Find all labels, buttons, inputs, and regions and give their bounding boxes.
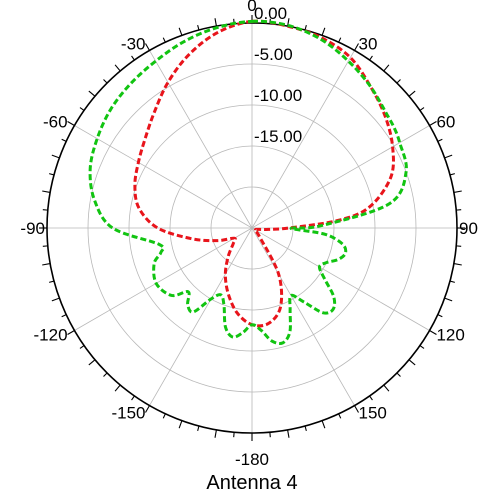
tick-mark (162, 37, 166, 43)
tick-mark (419, 107, 425, 111)
grid-spoke (74, 227, 253, 331)
tick-mark (383, 64, 390, 72)
angle-label: -90 (20, 219, 45, 238)
tick-mark (354, 405, 359, 413)
tick-mark (369, 395, 373, 401)
tick-mark (321, 27, 326, 36)
tick-mark (287, 429, 290, 438)
tick-mark (42, 263, 51, 266)
tick-mark (67, 330, 75, 335)
tick-mark (49, 173, 55, 176)
tick-mark (51, 154, 60, 159)
radial-label: -5.00 (254, 45, 293, 64)
tick-mark (304, 425, 307, 431)
tick-mark (396, 79, 401, 84)
tick-mark (321, 420, 326, 429)
angle-label: -60 (43, 113, 68, 132)
tick-mark (304, 25, 307, 31)
radial-labels: 0.00 -5.00 -10.00 -15.00 (254, 4, 302, 146)
tick-mark (178, 420, 183, 429)
tick-mark (214, 429, 217, 438)
tick-mark (178, 27, 183, 36)
tick-mark (383, 384, 390, 392)
tick-mark (197, 425, 200, 431)
angle-label: 90 (459, 219, 478, 238)
series-line-2 (88, 19, 408, 346)
angle-label: 120 (436, 326, 464, 345)
tick-mark (114, 64, 121, 72)
radial-label: 0.00 (254, 4, 287, 23)
tick-mark (444, 297, 453, 302)
grid-spoke (251, 227, 430, 331)
tick-mark (145, 405, 150, 413)
tick-mark (79, 345, 85, 349)
tick-mark (145, 43, 150, 51)
series-group (88, 19, 408, 346)
angle-label: -120 (34, 326, 68, 345)
tick-mark (354, 43, 359, 51)
outer-tick-marks (39, 15, 465, 441)
polar-grid (46, 22, 458, 434)
tick-mark (88, 90, 96, 97)
chart-caption: Antenna 4 (206, 472, 297, 494)
angle-label: 150 (359, 403, 387, 422)
tick-mark (453, 190, 462, 193)
tick-mark (449, 173, 455, 176)
angle-label: -180 (235, 450, 269, 469)
tick-mark (103, 79, 108, 84)
angle-label: 30 (359, 35, 378, 54)
angle-label: -150 (111, 403, 145, 422)
tick-mark (131, 55, 135, 61)
tick-mark (103, 372, 108, 377)
tick-mark (61, 138, 67, 142)
tick-mark (449, 280, 455, 283)
tick-mark (162, 413, 166, 419)
tick-mark (437, 314, 443, 318)
tick-mark (338, 413, 342, 419)
tick-mark (49, 280, 55, 283)
angle-label: 0 (247, 0, 256, 15)
grid-spoke (149, 227, 253, 406)
tick-mark (79, 107, 85, 111)
angle-label: 60 (436, 113, 455, 132)
tick-mark (408, 359, 416, 366)
tick-mark (429, 330, 437, 335)
tick-mark (369, 55, 373, 61)
grid-spoke (251, 227, 355, 406)
tick-mark (419, 345, 425, 349)
tick-mark (214, 18, 217, 27)
grid-spoke (149, 50, 253, 229)
grid-spoke (251, 125, 430, 229)
tick-mark (444, 154, 453, 159)
tick-mark (61, 314, 67, 318)
tick-mark (114, 384, 121, 392)
tick-mark (88, 359, 96, 366)
tick-mark (338, 37, 342, 43)
tick-mark (437, 138, 443, 142)
tick-mark (408, 90, 416, 97)
grid-spoke (251, 50, 355, 229)
grid-spoke (74, 125, 253, 229)
tick-mark (42, 190, 51, 193)
angle-label: -30 (121, 35, 146, 54)
tick-mark (453, 263, 462, 266)
series-line-1 (133, 19, 395, 328)
tick-mark (131, 395, 135, 401)
tick-mark (51, 297, 60, 302)
radial-label: -15.00 (254, 127, 302, 146)
angle-labels: 0 30 -30 60 -60 90 -90 120 -120 150 -150 -180 (20, 0, 478, 469)
radial-label: -10.00 (254, 86, 302, 105)
tick-mark (429, 121, 437, 126)
tick-mark (67, 121, 75, 126)
tick-mark (197, 25, 200, 31)
tick-mark (396, 372, 401, 377)
